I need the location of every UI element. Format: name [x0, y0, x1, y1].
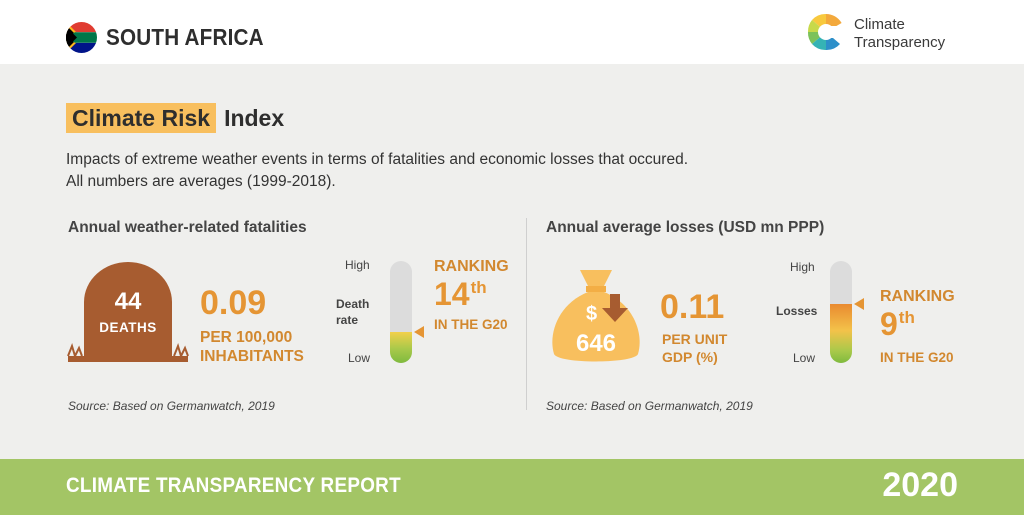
fatality-rate-unit: PER 100,000 INHABITANTS	[200, 328, 304, 366]
report-year: 2020	[882, 466, 958, 504]
losses-ranking-value: 9	[880, 306, 898, 342]
losses-gauge-fill	[830, 304, 852, 363]
losses-rate-unit-line-2: GDP (%)	[662, 349, 718, 365]
deaths-value: 44	[114, 288, 142, 315]
losses-gauge-high: High	[790, 260, 815, 274]
losses-rate-unit-line-1: PER UNIT	[662, 331, 728, 347]
description: Impacts of extreme weather events in ter…	[66, 149, 826, 193]
fatality-gauge-fill	[390, 332, 412, 363]
fatality-ranking-value: 14	[434, 276, 470, 312]
losses-ranking-sub: IN THE G20	[880, 350, 954, 365]
losses-ranking-number: 9th	[880, 306, 915, 343]
footer-bar	[0, 459, 1024, 515]
country-name: SOUTH AFRICA	[106, 24, 264, 50]
fatality-rate-unit-line-2: INHABITANTS	[200, 348, 304, 365]
losses-gauge	[830, 261, 852, 363]
losses-rate-value: 0.11	[660, 288, 725, 326]
losses-ranking-label: RANKING	[880, 288, 955, 305]
brand-line-1: Climate	[854, 16, 905, 33]
losses-ranking-suffix: th	[898, 308, 915, 327]
money-bag-down-arrow-icon: $	[548, 264, 644, 366]
fatality-ranking-number: 14th	[434, 276, 487, 313]
fatality-source: Source: Based on Germanwatch, 2019	[68, 399, 275, 413]
fatality-gauge-label-line-1: Death	[336, 297, 370, 311]
fatality-gauge-label-line-2: rate	[336, 313, 359, 327]
brand-line-2: Transparency	[854, 34, 946, 51]
bag-dollar-symbol: $	[586, 303, 597, 325]
losses-gauge-marker	[854, 298, 864, 310]
page-title: Climate Risk Index	[66, 103, 284, 133]
losses-gauge-label: Losses	[776, 304, 818, 318]
fatality-gauge-marker	[414, 326, 424, 338]
fatality-gauge-low: Low	[348, 351, 371, 365]
tombstone-icon	[66, 262, 190, 364]
section-divider	[526, 218, 527, 410]
fatality-ranking-label: RANKING	[434, 258, 509, 275]
fatalities-heading: Annual weather-related fatalities	[68, 219, 307, 236]
losses-rate-unit: PER UNIT GDP (%)	[662, 330, 727, 366]
fatality-gauge-label: Death rate	[336, 296, 369, 328]
fatality-rate-value: 0.09	[200, 284, 267, 322]
title-highlight: Climate Risk	[66, 103, 217, 133]
fatality-rate-unit-line-1: PER 100,000	[200, 329, 293, 346]
title-rest: Index	[224, 104, 285, 131]
bag-value: 646	[575, 330, 617, 357]
losses-source: Source: Based on Germanwatch, 2019	[546, 399, 753, 413]
report-title: CLIMATE TRANSPARENCY REPORT	[66, 474, 401, 497]
fatality-ranking-sub: IN THE G20	[434, 317, 508, 332]
header-bar	[0, 0, 1024, 64]
losses-gauge-low: Low	[793, 351, 816, 365]
fatality-gauge	[390, 261, 412, 363]
fatality-ranking-suffix: th	[470, 278, 487, 297]
losses-heading: Annual average losses (USD mn PPP)	[546, 219, 825, 236]
description-line-2: All numbers are averages (1999-2018).	[66, 173, 336, 190]
brand-name: Climate Transparency	[854, 16, 945, 52]
description-line-1: Impacts of extreme weather events in ter…	[66, 151, 689, 168]
deaths-label: DEATHS	[99, 320, 157, 335]
fatality-gauge-high: High	[345, 258, 370, 272]
south-africa-flag-icon	[66, 22, 97, 53]
climate-transparency-logo-icon	[806, 12, 846, 52]
